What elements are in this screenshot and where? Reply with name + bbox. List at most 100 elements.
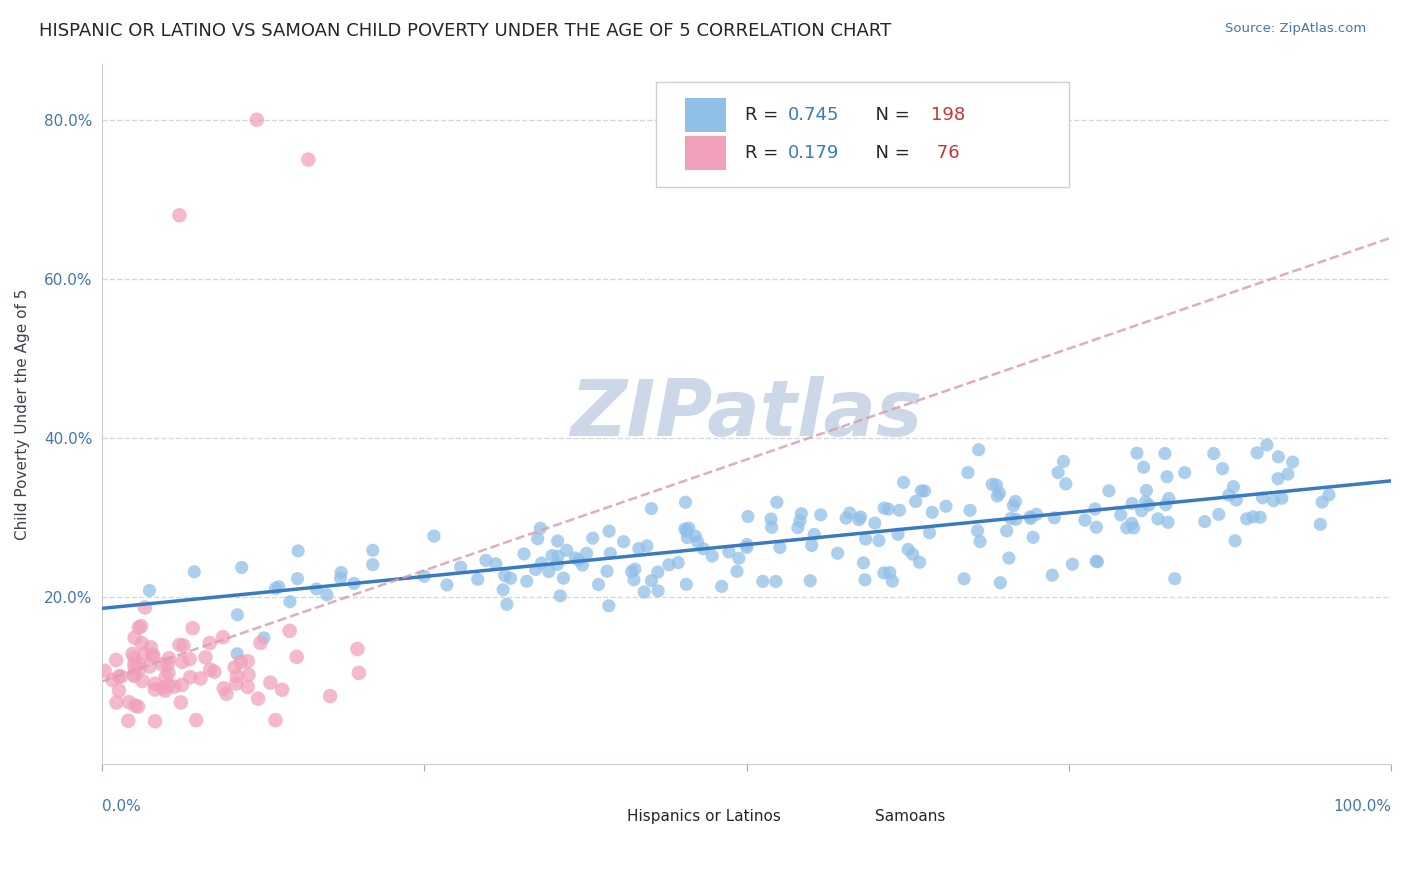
Point (124, 631, 146, 645)
Point (725, 564, 748, 578)
Point (1109, 508, 1132, 522)
Point (1130, 503, 1153, 517)
Point (450, 560, 472, 574)
Text: 0.745: 0.745 (787, 106, 839, 124)
Point (215, 687, 238, 701)
Point (108, 683, 131, 698)
Point (163, 680, 186, 694)
Point (1267, 472, 1289, 486)
Point (105, 696, 128, 710)
Point (710, 579, 733, 593)
Point (810, 508, 832, 522)
Point (799, 574, 821, 588)
Point (1062, 558, 1084, 572)
Point (692, 541, 714, 556)
Point (198, 636, 221, 650)
Point (1022, 530, 1045, 544)
Point (636, 539, 658, 553)
Point (128, 620, 150, 634)
Point (117, 714, 139, 728)
Point (319, 689, 342, 703)
Point (935, 500, 957, 514)
Point (889, 503, 911, 517)
Point (361, 543, 384, 558)
Point (1019, 511, 1042, 525)
Point (157, 679, 180, 693)
Point (827, 546, 849, 560)
Point (236, 680, 259, 694)
Point (169, 208, 191, 222)
Point (640, 501, 662, 516)
Point (1115, 521, 1137, 535)
Point (765, 574, 787, 589)
Point (678, 521, 700, 535)
Point (1019, 509, 1042, 524)
Point (998, 551, 1021, 566)
Point (547, 549, 569, 563)
Point (620, 565, 643, 579)
Point (877, 502, 900, 516)
Point (612, 534, 634, 549)
Point (1087, 555, 1109, 569)
Point (735, 538, 758, 552)
Point (1122, 521, 1144, 535)
Point (1164, 572, 1187, 586)
Point (1154, 498, 1177, 512)
Point (675, 495, 697, 509)
Point (873, 566, 896, 580)
Point (623, 573, 645, 587)
Text: HISPANIC OR LATINO VS SAMOAN CHILD POVERTY UNDER THE AGE OF 5 CORRELATION CHART: HISPANIC OR LATINO VS SAMOAN CHILD POVER… (39, 22, 891, 40)
Point (995, 524, 1018, 538)
Point (1317, 488, 1340, 502)
Point (953, 572, 976, 586)
Point (537, 565, 560, 579)
Point (904, 494, 927, 508)
Point (170, 678, 193, 692)
FancyBboxPatch shape (685, 136, 725, 169)
Point (766, 495, 789, 509)
Point (1202, 446, 1225, 460)
Point (526, 532, 548, 546)
Point (131, 636, 153, 650)
Point (121, 647, 143, 661)
Point (676, 531, 699, 545)
Point (835, 511, 858, 525)
Point (93, 664, 115, 678)
Point (1309, 517, 1331, 532)
Point (1310, 495, 1333, 509)
Point (624, 562, 647, 576)
FancyBboxPatch shape (585, 803, 614, 831)
Point (1004, 494, 1026, 508)
Point (157, 666, 180, 681)
Point (761, 520, 783, 534)
Point (786, 521, 808, 535)
Point (346, 642, 368, 657)
Point (155, 683, 177, 698)
Point (108, 669, 131, 683)
Point (264, 582, 287, 596)
Point (152, 681, 174, 695)
Point (546, 558, 568, 572)
Point (139, 640, 162, 655)
Point (868, 533, 890, 548)
Point (853, 573, 876, 587)
Point (172, 655, 194, 669)
Point (673, 522, 696, 536)
Point (1043, 511, 1066, 525)
Point (329, 571, 352, 585)
Point (918, 525, 941, 540)
Point (224, 660, 246, 674)
Point (212, 681, 235, 696)
Point (138, 583, 160, 598)
Point (105, 653, 128, 667)
Point (873, 501, 896, 516)
Point (1249, 510, 1271, 524)
Text: N =: N = (863, 106, 915, 124)
Point (1121, 516, 1143, 531)
Point (1154, 446, 1177, 460)
Point (231, 560, 253, 574)
Point (212, 630, 235, 644)
Point (727, 551, 749, 566)
Point (143, 677, 166, 691)
Point (157, 651, 180, 665)
